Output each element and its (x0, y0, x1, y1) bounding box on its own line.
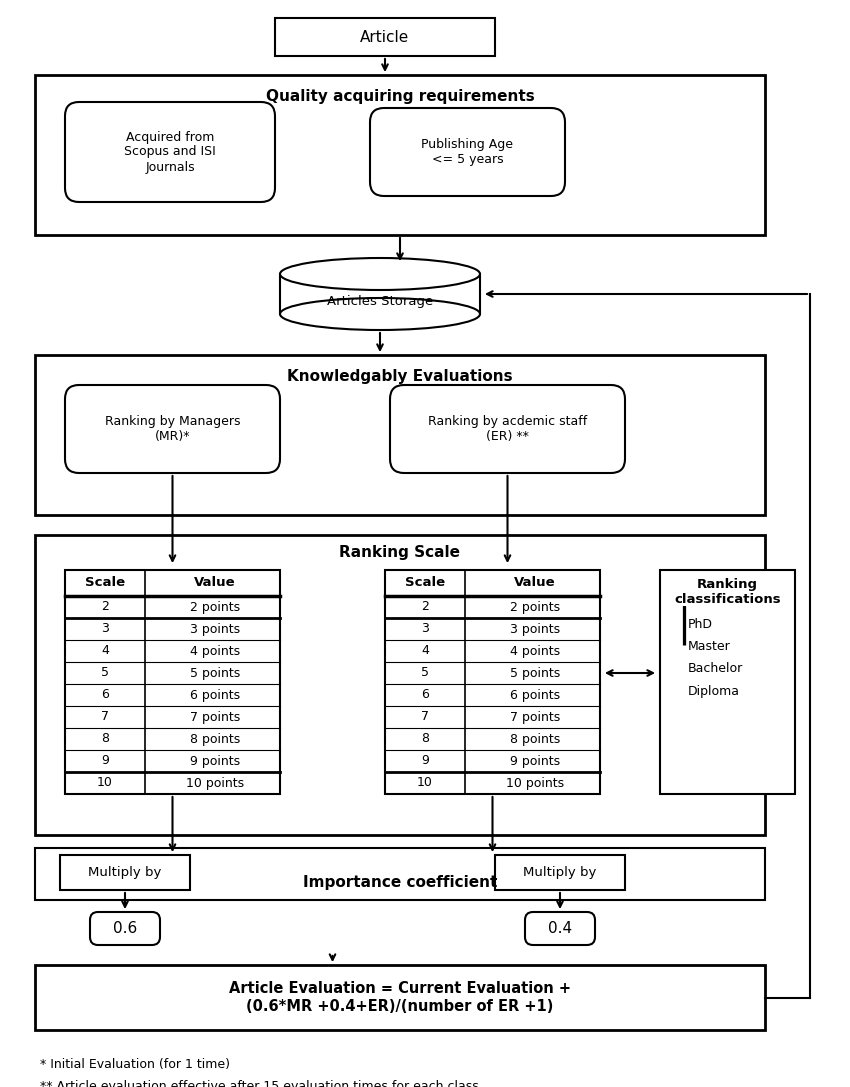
Bar (60, 855, 190, 890)
Bar (35, 75, 765, 235)
FancyBboxPatch shape (65, 385, 280, 473)
Ellipse shape (280, 258, 480, 290)
Text: Importance coefficient: Importance coefficient (303, 875, 497, 889)
Text: 2 points: 2 points (510, 600, 560, 613)
Text: 9 points: 9 points (510, 754, 560, 767)
Text: Value: Value (514, 576, 556, 589)
Bar (660, 570, 795, 794)
Text: 10: 10 (417, 776, 433, 789)
Text: 10: 10 (97, 776, 113, 789)
Bar (65, 570, 280, 794)
Text: 5: 5 (421, 666, 429, 679)
Text: 7: 7 (421, 711, 429, 724)
Text: Acquired from
Scopus and ISI
Journals: Acquired from Scopus and ISI Journals (124, 130, 216, 174)
Bar (495, 855, 625, 890)
Text: Scale: Scale (405, 576, 445, 589)
FancyBboxPatch shape (370, 108, 565, 196)
Bar (35, 355, 765, 515)
Text: 4 points: 4 points (190, 645, 240, 658)
FancyBboxPatch shape (65, 102, 275, 202)
FancyBboxPatch shape (525, 912, 595, 945)
Text: |: | (677, 605, 690, 645)
Text: Ranking
classifications: Ranking classifications (674, 578, 781, 605)
Text: Multiply by: Multiply by (524, 866, 597, 879)
FancyBboxPatch shape (90, 912, 160, 945)
Text: Bachelor: Bachelor (688, 662, 743, 675)
Text: Scale: Scale (85, 576, 125, 589)
Text: 6 points: 6 points (190, 688, 240, 701)
Text: 2: 2 (421, 600, 429, 613)
Text: 8: 8 (421, 733, 429, 746)
Text: Ranking Scale: Ranking Scale (339, 546, 461, 561)
Text: 8: 8 (101, 733, 109, 746)
Bar (35, 965, 765, 1030)
Text: 9: 9 (421, 754, 429, 767)
Text: Value: Value (194, 576, 235, 589)
Text: 3 points: 3 points (510, 623, 560, 636)
Text: 6: 6 (421, 688, 429, 701)
Text: 5: 5 (101, 666, 109, 679)
Text: 7: 7 (101, 711, 109, 724)
Text: 5 points: 5 points (190, 666, 240, 679)
Text: Ranking by Managers
(MR)*: Ranking by Managers (MR)* (105, 415, 241, 443)
Text: 0.6: 0.6 (113, 921, 137, 936)
Text: Knowledgably Evaluations: Knowledgably Evaluations (287, 370, 513, 385)
Text: 6 points: 6 points (510, 688, 560, 701)
Bar (280, 274, 480, 314)
Text: 3: 3 (421, 623, 429, 636)
Bar (385, 570, 600, 794)
FancyBboxPatch shape (390, 385, 625, 473)
Text: 9 points: 9 points (190, 754, 240, 767)
Text: 4 points: 4 points (510, 645, 560, 658)
Text: Article Evaluation = Current Evaluation +
(0.6*MR +0.4+ER)/(number of ER +1): Article Evaluation = Current Evaluation … (229, 982, 571, 1014)
Text: 2 points: 2 points (190, 600, 240, 613)
Text: 7 points: 7 points (510, 711, 560, 724)
Text: 9: 9 (101, 754, 109, 767)
Text: 10 points: 10 points (186, 776, 244, 789)
Text: Articles Storage: Articles Storage (327, 296, 434, 309)
Text: Master: Master (688, 640, 731, 653)
Text: PhD: PhD (688, 619, 713, 632)
Text: 8 points: 8 points (510, 733, 560, 746)
Text: 6: 6 (101, 688, 109, 701)
Text: 0.4: 0.4 (548, 921, 572, 936)
Text: Quality acquiring requirements: Quality acquiring requirements (265, 89, 535, 104)
Text: Ranking by acdemic staff
(ER) **: Ranking by acdemic staff (ER) ** (428, 415, 587, 443)
Text: 4: 4 (421, 645, 429, 658)
Bar (35, 535, 765, 835)
Ellipse shape (280, 298, 480, 330)
Text: Article: Article (360, 29, 410, 45)
Text: 5 points: 5 points (510, 666, 560, 679)
Text: 7 points: 7 points (190, 711, 240, 724)
Bar (35, 848, 765, 900)
Text: 3 points: 3 points (190, 623, 240, 636)
Text: Multiply by: Multiply by (88, 866, 162, 879)
Text: * Initial Evaluation (for 1 time): * Initial Evaluation (for 1 time) (40, 1058, 230, 1071)
Text: 4: 4 (101, 645, 109, 658)
Text: 10 points: 10 points (506, 776, 564, 789)
Text: Diploma: Diploma (688, 685, 740, 698)
Text: ** Article evaluation effective after 15 evaluation times for each class: ** Article evaluation effective after 15… (40, 1080, 479, 1087)
Text: Publishing Age
<= 5 years: Publishing Age <= 5 years (422, 138, 513, 166)
Text: 3: 3 (101, 623, 109, 636)
Text: 2: 2 (101, 600, 109, 613)
Bar (275, 18, 495, 57)
Text: 8 points: 8 points (190, 733, 240, 746)
